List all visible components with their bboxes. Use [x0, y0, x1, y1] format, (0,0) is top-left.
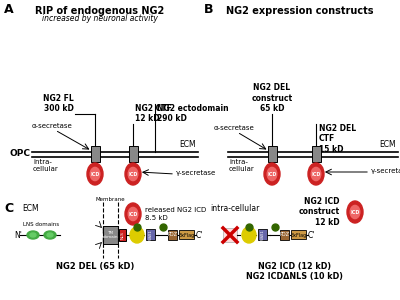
Text: NLS: NLS [120, 231, 124, 239]
Text: ECM: ECM [379, 140, 396, 149]
Text: 3xFlag: 3xFlag [178, 232, 195, 238]
Ellipse shape [130, 227, 144, 243]
Ellipse shape [128, 207, 138, 220]
Text: NG2 ICD (12 kD)
NG2 ICDΔNLS (10 kD): NG2 ICD (12 kD) NG2 ICDΔNLS (10 kD) [246, 262, 344, 281]
Text: WW1: WW1 [148, 230, 152, 240]
Text: PDZ: PDZ [280, 232, 290, 238]
Text: N': N' [14, 230, 22, 239]
Ellipse shape [44, 231, 56, 239]
Ellipse shape [308, 163, 324, 185]
Text: γ-secretase: γ-secretase [176, 170, 216, 176]
Ellipse shape [125, 203, 141, 225]
Text: ICD: ICD [128, 212, 138, 217]
FancyBboxPatch shape [168, 230, 177, 240]
FancyBboxPatch shape [119, 229, 126, 241]
Text: intra-
cellular: intra- cellular [33, 159, 59, 172]
Text: ICD: ICD [267, 172, 277, 176]
Text: NG2 DEL (65 kD): NG2 DEL (65 kD) [56, 262, 134, 271]
FancyBboxPatch shape [280, 230, 289, 240]
Text: intra-
cellular: intra- cellular [229, 159, 255, 172]
Text: LNS domains: LNS domains [23, 222, 59, 227]
Text: NG2 FL
300 kD: NG2 FL 300 kD [43, 94, 74, 113]
Ellipse shape [347, 201, 363, 223]
Ellipse shape [30, 233, 36, 237]
Text: A: A [4, 3, 14, 16]
FancyBboxPatch shape [90, 146, 100, 162]
Text: OPC: OPC [9, 149, 30, 158]
Text: ICD: ICD [311, 172, 321, 176]
FancyBboxPatch shape [146, 229, 155, 240]
Text: increased by neuronal activity: increased by neuronal activity [42, 14, 158, 23]
Ellipse shape [267, 167, 277, 181]
Text: 3xFlag: 3xFlag [290, 232, 307, 238]
Ellipse shape [125, 163, 141, 185]
Text: RIP of endogenous NG2: RIP of endogenous NG2 [35, 6, 165, 16]
FancyBboxPatch shape [103, 226, 118, 244]
Text: γ-secretase: γ-secretase [371, 168, 400, 174]
Ellipse shape [47, 233, 53, 237]
Ellipse shape [264, 163, 280, 185]
Text: WW1: WW1 [260, 230, 264, 240]
Text: C: C [4, 202, 13, 215]
Text: ICD: ICD [128, 172, 138, 176]
Text: intra-cellular: intra-cellular [210, 204, 259, 213]
Ellipse shape [311, 167, 321, 181]
FancyBboxPatch shape [258, 229, 267, 240]
Text: Membrane: Membrane [96, 197, 125, 202]
Ellipse shape [90, 167, 100, 181]
FancyBboxPatch shape [291, 230, 306, 239]
Text: released NG2 ICD
8.5 kD: released NG2 ICD 8.5 kD [145, 208, 206, 220]
Text: α-secretase: α-secretase [32, 123, 72, 129]
Ellipse shape [350, 206, 360, 219]
Ellipse shape [242, 227, 256, 243]
Text: ICD: ICD [350, 209, 360, 214]
FancyBboxPatch shape [179, 230, 194, 239]
Text: ECM: ECM [22, 204, 39, 213]
FancyBboxPatch shape [268, 146, 276, 162]
Text: NG2 CTF
12 kD: NG2 CTF 12 kD [135, 103, 172, 123]
Ellipse shape [128, 167, 138, 181]
Text: α-secretase: α-secretase [214, 125, 254, 131]
Text: NG2 expression constructs: NG2 expression constructs [226, 6, 374, 16]
Text: NG2 DEL
CTF
15 kD: NG2 DEL CTF 15 kD [319, 124, 356, 154]
Text: ECM: ECM [179, 140, 196, 149]
Text: PDZ: PDZ [168, 232, 178, 238]
Text: NG2 DEL
construct
65 kD: NG2 DEL construct 65 kD [252, 83, 292, 113]
Text: ICD: ICD [90, 172, 100, 176]
Text: NG2 ectodomain
290 kD: NG2 ectodomain 290 kD [157, 104, 229, 123]
Text: TM
domain: TM domain [103, 231, 118, 239]
Text: C': C' [308, 230, 315, 239]
Text: C': C' [196, 230, 203, 239]
Ellipse shape [87, 163, 103, 185]
Text: B: B [204, 3, 214, 16]
FancyBboxPatch shape [312, 146, 320, 162]
FancyBboxPatch shape [128, 146, 138, 162]
Text: NG2 ICD
construct
12 kD: NG2 ICD construct 12 kD [299, 197, 340, 227]
Ellipse shape [27, 231, 39, 239]
FancyBboxPatch shape [223, 228, 237, 242]
